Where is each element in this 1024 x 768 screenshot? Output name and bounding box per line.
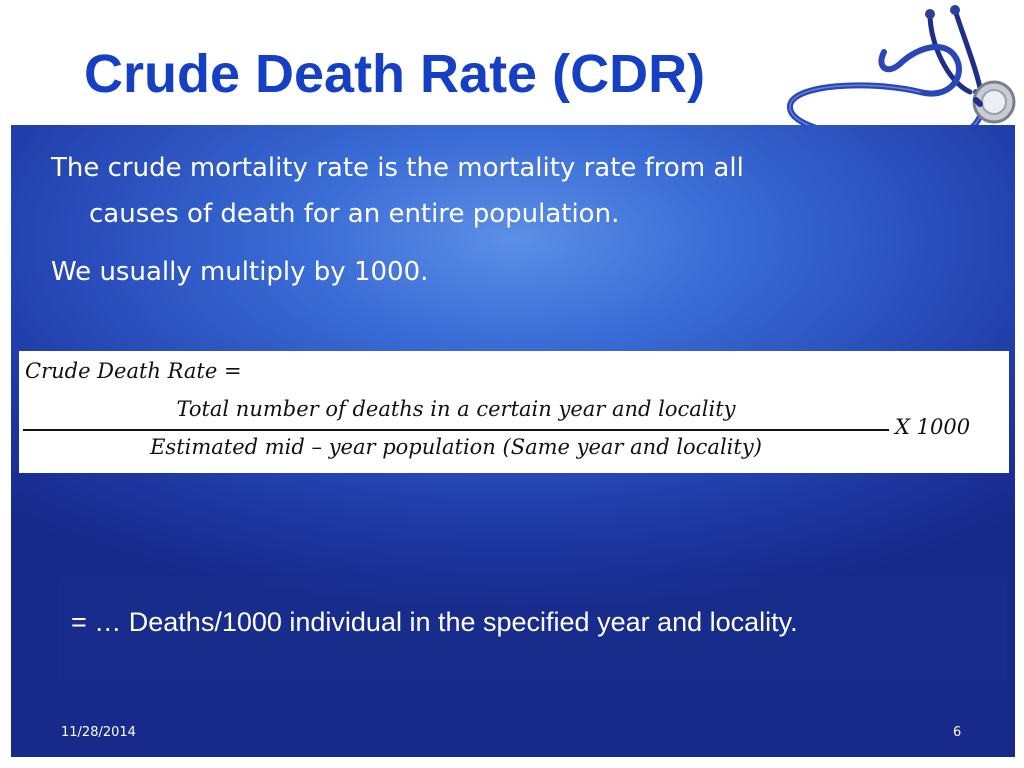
result-box: = … Deaths/1000 individual in the specif…: [59, 577, 1007, 681]
footer-date: 11/28/2014: [61, 725, 136, 740]
formula-denominator: Estimated mid – year population (Same ye…: [150, 435, 762, 459]
formula-multiplier: X 1000: [895, 415, 971, 439]
bullet-definition-line2: causes of death for an entire population…: [89, 199, 620, 229]
content-panel: The crude mortality rate is the mortalit…: [11, 125, 1015, 757]
bullet-multiplier: We usually multiply by 1000.: [51, 257, 429, 287]
bullet-definition-line1: The crude mortality rate is the mortalit…: [51, 153, 744, 183]
formula-box: Crude Death Rate = Total number of death…: [19, 351, 1009, 473]
bullet-definition: The crude mortality rate is the mortalit…: [51, 145, 744, 237]
footer-page-number: 6: [953, 725, 962, 740]
result-text: = … Deaths/1000 individual in the specif…: [71, 607, 798, 637]
formula-lhs: Crude Death Rate =: [25, 359, 242, 383]
slide-title: Crude Death Rate (CDR): [84, 44, 706, 104]
fraction-bar: [23, 429, 889, 431]
formula-fraction: Total number of deaths in a certain year…: [23, 391, 889, 467]
formula-numerator: Total number of deaths in a certain year…: [176, 397, 736, 421]
